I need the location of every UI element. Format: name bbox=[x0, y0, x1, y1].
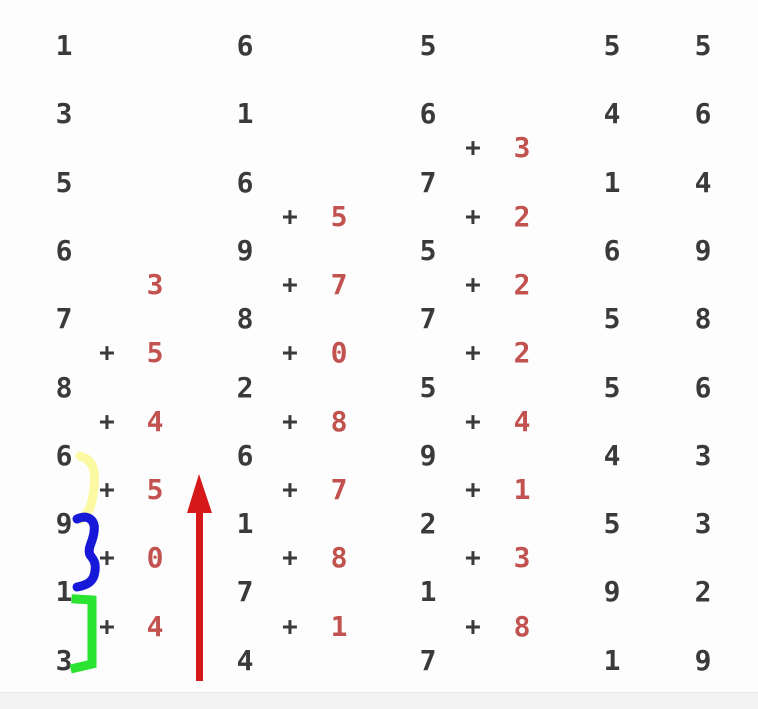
column-3-carry-digit: 8 bbox=[513, 609, 531, 643]
column-5-digit: 6 bbox=[694, 370, 712, 404]
column-5-digit: 9 bbox=[694, 233, 712, 267]
column-1-digit: 5 bbox=[55, 165, 73, 199]
column-2-digit: 6 bbox=[236, 29, 254, 62]
column-3-plus-sign: + bbox=[465, 611, 481, 642]
column-1-digit: 3 bbox=[55, 643, 73, 677]
column-5-digit: 5 bbox=[694, 29, 712, 62]
column-2-carry-digit: 8 bbox=[330, 404, 348, 438]
column-1-digit: 8 bbox=[55, 370, 73, 404]
column-4-digit: 5 bbox=[603, 302, 621, 336]
column-2-digit: 1 bbox=[236, 507, 254, 541]
column-3-plus-sign: + bbox=[465, 406, 481, 437]
column-3-plus-sign: + bbox=[465, 201, 481, 232]
column-5-digit: 4 bbox=[694, 165, 712, 199]
column-3-digit: 5 bbox=[419, 29, 437, 62]
column-3-digit: 2 bbox=[419, 507, 437, 541]
column-1-plus-sign: + bbox=[99, 338, 115, 369]
column-2-digit: 7 bbox=[236, 575, 254, 609]
yellow-brace-annotation bbox=[75, 451, 100, 524]
column-1-digit: 3 bbox=[55, 97, 73, 131]
blue-brace-annotation bbox=[72, 512, 100, 592]
column-4-digit: 4 bbox=[603, 97, 621, 131]
column-4-digit: 1 bbox=[603, 165, 621, 199]
column-2-digit: 8 bbox=[236, 302, 254, 336]
column-3-digit: 7 bbox=[419, 302, 437, 336]
column-3-plus-sign: + bbox=[465, 543, 481, 574]
column-2-digit: 6 bbox=[236, 165, 254, 199]
column-2-plus-sign: + bbox=[282, 474, 298, 505]
column-4-digit: 5 bbox=[603, 370, 621, 404]
column-3-digit: 6 bbox=[419, 97, 437, 131]
column-3-plus-sign: + bbox=[465, 270, 481, 301]
column-3-carry-digit: 3 bbox=[513, 131, 531, 165]
column-4-digit: 4 bbox=[603, 438, 621, 472]
column-2-plus-sign: + bbox=[282, 611, 298, 642]
column-3-digit: 7 bbox=[419, 165, 437, 199]
column-3-carry-digit: 1 bbox=[513, 472, 531, 506]
column-2-plus-sign: + bbox=[282, 406, 298, 437]
column-2-carry-digit: 8 bbox=[330, 541, 348, 575]
column-1-digit: 6 bbox=[55, 233, 73, 267]
column-1-digit: 1 bbox=[55, 29, 73, 62]
column-5-digit: 9 bbox=[694, 643, 712, 677]
column-2-digit: 6 bbox=[236, 438, 254, 472]
column-1-carry-digit: 5 bbox=[146, 472, 164, 506]
column-3-digit: 5 bbox=[419, 370, 437, 404]
column-1-carry-digit: 3 bbox=[146, 268, 164, 302]
column-3-carry-digit: 2 bbox=[513, 336, 531, 370]
column-3-digit: 9 bbox=[419, 438, 437, 472]
red-arrow-head bbox=[187, 474, 212, 513]
column-2-digit: 2 bbox=[236, 370, 254, 404]
column-3-carry-digit: 2 bbox=[513, 268, 531, 302]
column-5-digit: 3 bbox=[694, 507, 712, 541]
red-arrow-annotation bbox=[187, 474, 212, 681]
column-3-carry-digit: 3 bbox=[513, 541, 531, 575]
column-3-digit: 7 bbox=[419, 643, 437, 677]
column-2-plus-sign: + bbox=[282, 270, 298, 301]
column-5-digit: 3 bbox=[694, 438, 712, 472]
column-2-plus-sign: + bbox=[282, 201, 298, 232]
column-1-plus-sign: + bbox=[99, 543, 115, 574]
column-3-digit: 5 bbox=[419, 233, 437, 267]
green-bracket-annotation bbox=[69, 594, 97, 674]
column-1-plus-sign: + bbox=[99, 474, 115, 505]
column-5-digit: 2 bbox=[694, 575, 712, 609]
column-5-digit: 6 bbox=[694, 97, 712, 131]
column-3-carry-digit: 4 bbox=[513, 404, 531, 438]
column-3-digit: 1 bbox=[419, 575, 437, 609]
column-2-carry-digit: 0 bbox=[330, 336, 348, 370]
column-2-digit: 4 bbox=[236, 643, 254, 677]
column-4-digit: 6 bbox=[603, 233, 621, 267]
column-2-plus-sign: + bbox=[282, 543, 298, 574]
column-5-digit: 8 bbox=[694, 302, 712, 336]
column-4-digit: 5 bbox=[603, 29, 621, 62]
column-2-digit: 9 bbox=[236, 233, 254, 267]
column-1-carry-digit: 4 bbox=[146, 404, 164, 438]
column-1-carry-digit: 0 bbox=[146, 541, 164, 575]
column-4-digit: 1 bbox=[603, 643, 621, 677]
column-2-carry-digit: 5 bbox=[330, 199, 348, 233]
column-1-digit: 7 bbox=[55, 302, 73, 336]
column-1-carry-digit: 4 bbox=[146, 609, 164, 643]
column-1-plus-sign: + bbox=[99, 406, 115, 437]
column-2-carry-digit: 7 bbox=[330, 268, 348, 302]
column-2-digit: 1 bbox=[236, 97, 254, 131]
column-4-digit: 9 bbox=[603, 575, 621, 609]
column-3-plus-sign: + bbox=[465, 474, 481, 505]
column-1-digit: 9 bbox=[55, 507, 73, 541]
column-2-plus-sign: + bbox=[282, 338, 298, 369]
column-1-digit: 6 bbox=[55, 438, 73, 472]
column-1-carry-digit: 5 bbox=[146, 336, 164, 370]
column-4-digit: 5 bbox=[603, 507, 621, 541]
column-3-plus-sign: + bbox=[465, 338, 481, 369]
column-2-carry-digit: 7 bbox=[330, 472, 348, 506]
column-3-carry-digit: 2 bbox=[513, 199, 531, 233]
column-1-plus-sign: + bbox=[99, 611, 115, 642]
column-1-digit: 1 bbox=[55, 575, 73, 609]
column-2-carry-digit: 1 bbox=[330, 609, 348, 643]
column-3-plus-sign: + bbox=[465, 133, 481, 164]
footer-strip bbox=[0, 692, 758, 709]
